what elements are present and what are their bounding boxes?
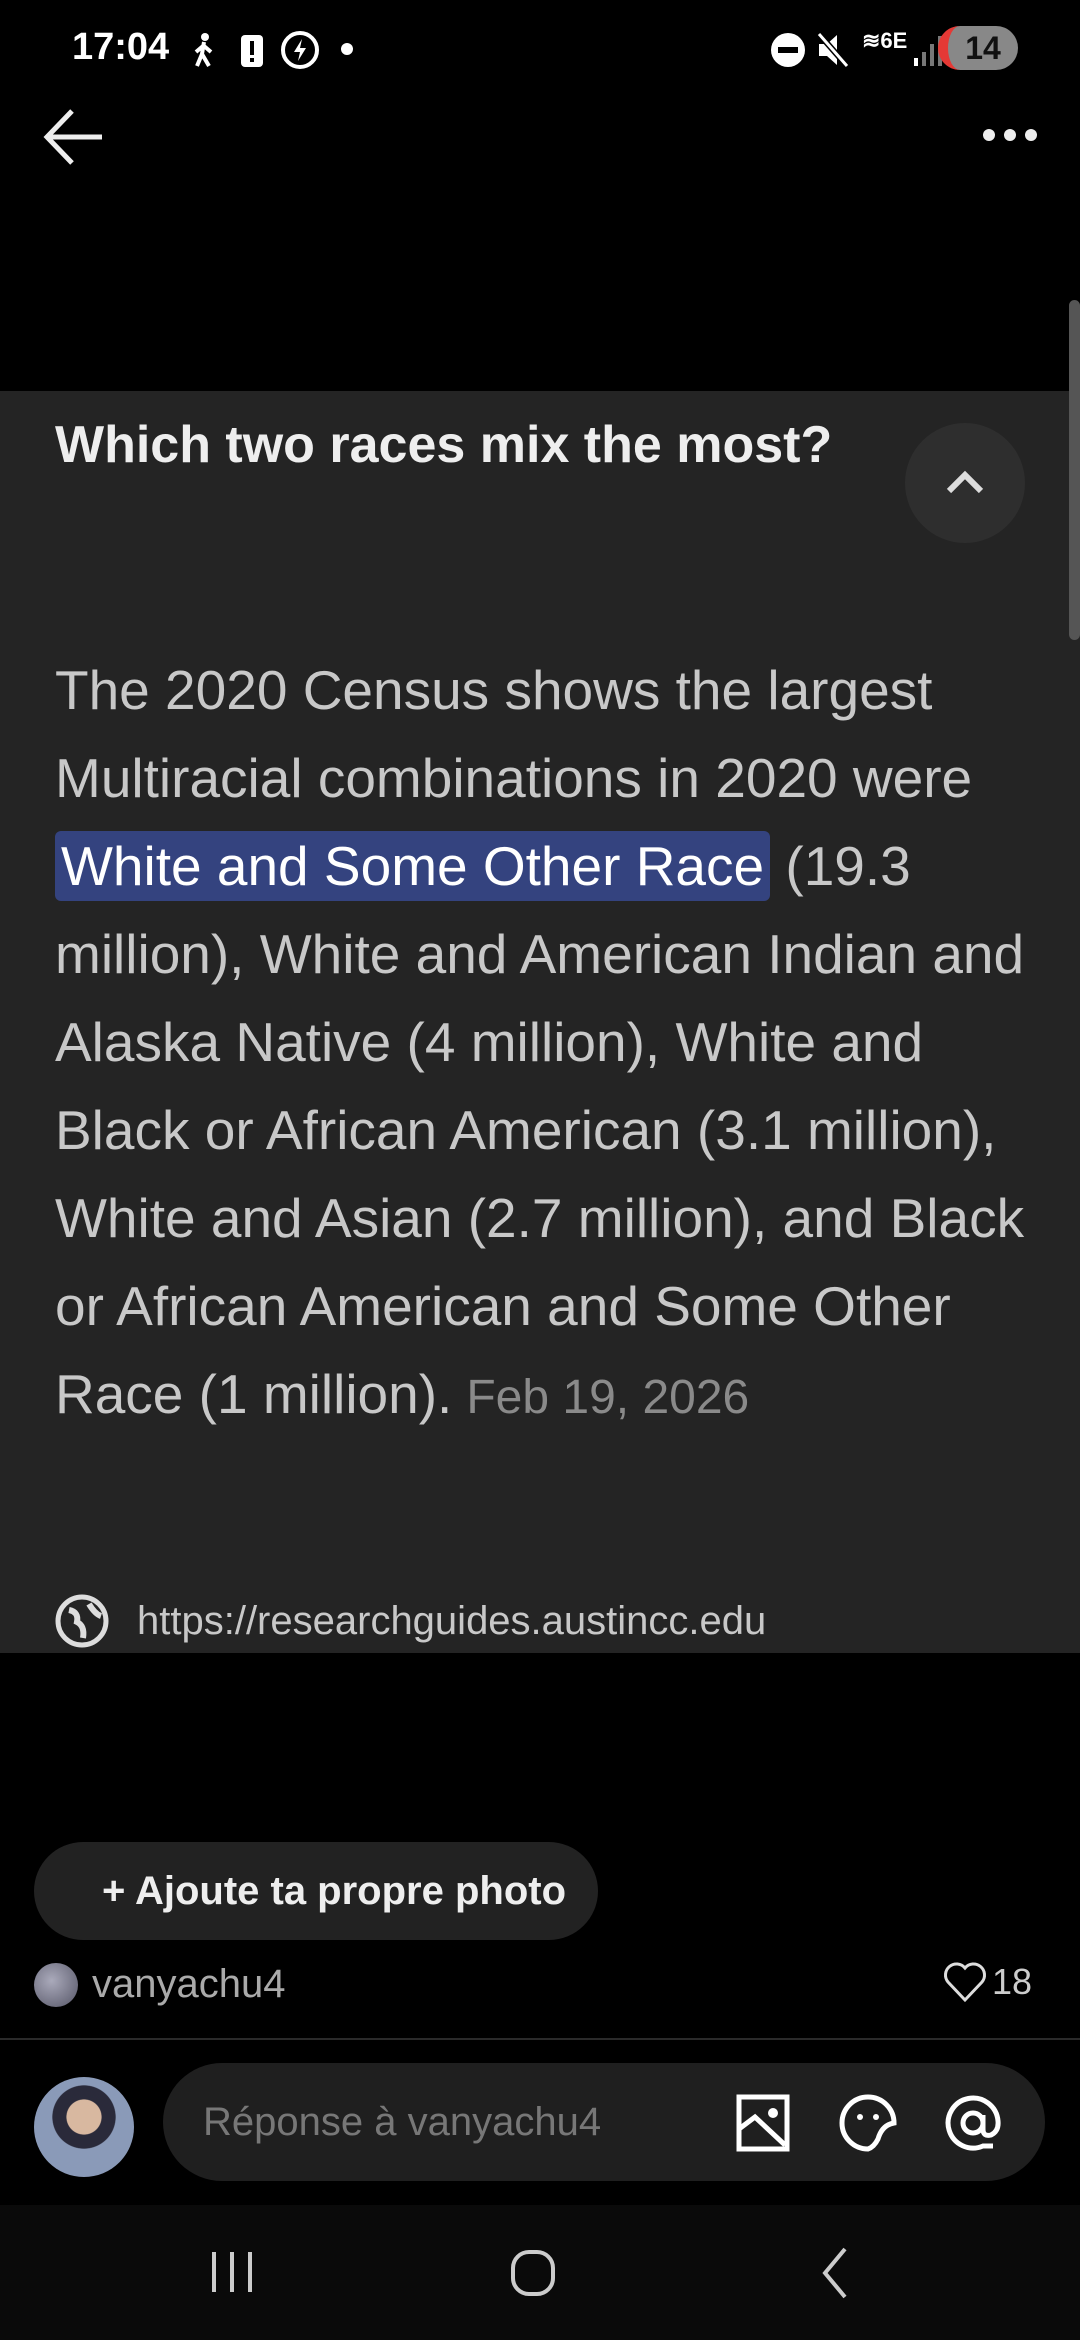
reply-input[interactable] bbox=[203, 2099, 703, 2145]
heart-icon[interactable] bbox=[942, 1960, 988, 2004]
my-avatar[interactable] bbox=[34, 2077, 134, 2177]
walk-icon bbox=[194, 33, 213, 68]
power-saving-icon bbox=[281, 31, 319, 69]
like-count: 18 bbox=[991, 1961, 1032, 2002]
arrow-left-icon[interactable] bbox=[42, 105, 106, 169]
home-icon[interactable] bbox=[508, 2247, 558, 2297]
source-link[interactable]: https://researchguides.austincc.edu bbox=[55, 1594, 766, 1648]
battery-indicator: 14 bbox=[938, 26, 1018, 70]
author-avatar[interactable] bbox=[34, 1962, 78, 2007]
source-url[interactable]: https://researchguides.austincc.edu bbox=[137, 1598, 767, 1643]
dot-icon bbox=[341, 43, 353, 55]
question-title: Which two races mix the most? bbox=[55, 416, 833, 474]
mention-icon[interactable] bbox=[943, 2093, 1003, 2153]
sticker-icon[interactable] bbox=[838, 2093, 898, 2153]
system-back-icon[interactable] bbox=[815, 2245, 855, 2301]
system-nav-bar bbox=[0, 2205, 1080, 2340]
highlighted-text[interactable]: White and Some Other Race bbox=[55, 831, 771, 901]
do-not-disturb-icon bbox=[771, 33, 805, 67]
divider bbox=[0, 2038, 1080, 2040]
add-photo-button[interactable]: + Ajoute ta propre photo bbox=[34, 1842, 598, 1940]
answer-text-start: The 2020 Census shows the largest Multir… bbox=[55, 659, 973, 809]
image-icon[interactable] bbox=[733, 2093, 793, 2153]
battery-alert-icon bbox=[241, 35, 263, 67]
collapse-button[interactable] bbox=[905, 423, 1025, 543]
recent-apps-icon[interactable] bbox=[208, 2247, 258, 2297]
chevron-up-icon bbox=[946, 470, 984, 494]
wifi-6e-icon: ≋6E bbox=[862, 28, 908, 53]
more-horizontal-icon[interactable] bbox=[982, 128, 1038, 142]
status-time: 17:04 bbox=[72, 26, 170, 68]
post-author[interactable]: vanyachu4 bbox=[34, 1962, 285, 2007]
answer-card bbox=[0, 391, 1080, 1653]
answer-text-end: (19.3 million), White and American India… bbox=[55, 835, 1025, 1425]
scrollbar[interactable] bbox=[1069, 300, 1080, 640]
globe-icon bbox=[55, 1594, 109, 1648]
reply-box[interactable] bbox=[163, 2063, 1045, 2181]
answer-date: Feb 19, 2026 bbox=[466, 1371, 750, 1424]
answer-text: The 2020 Census shows the largest Multir… bbox=[55, 646, 1045, 1442]
author-username[interactable]: vanyachu4 bbox=[92, 1962, 286, 2006]
like-button[interactable]: 18 bbox=[942, 1960, 1032, 2004]
status-bar: 17:04 ≋6E 14 bbox=[0, 0, 1080, 100]
mute-icon bbox=[816, 32, 850, 68]
